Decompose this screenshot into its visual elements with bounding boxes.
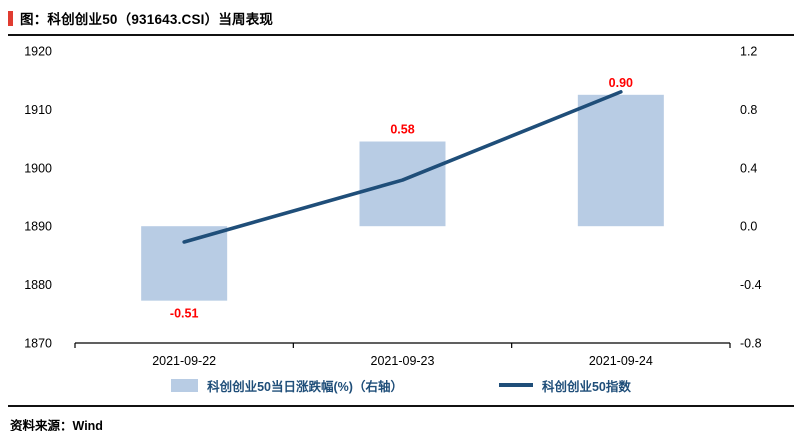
right-axis-tick-label: -0.4 xyxy=(740,278,762,292)
bar-value-label: -0.51 xyxy=(170,307,199,321)
left-axis-tick-label: 1880 xyxy=(24,278,52,292)
left-axis-tick-label: 1870 xyxy=(24,337,52,351)
left-axis-tick-label: 1910 xyxy=(24,103,52,117)
x-axis-label: 2021-09-23 xyxy=(371,354,435,368)
x-axis-label: 2021-09-24 xyxy=(589,354,653,368)
legend-swatch-bar-series xyxy=(171,378,199,392)
bar-2021-09-24 xyxy=(577,94,664,227)
right-axis-tick-label: -0.8 xyxy=(740,337,762,351)
x-axis-label: 2021-09-22 xyxy=(152,354,216,368)
footer: 资料来源：Wind xyxy=(8,405,794,431)
right-axis-tick-label: 0.8 xyxy=(740,103,757,117)
left-axis-tick-label: 1900 xyxy=(24,161,52,175)
legend-label-bar-series: 科创创业50当日涨跌幅(%)（右轴） xyxy=(207,379,403,394)
index-line xyxy=(182,90,623,244)
chart-header: 图：科创创业50（931643.CSI）当周表现 xyxy=(8,0,794,36)
right-axis-tick-label: 0.0 xyxy=(740,220,757,234)
bar-value-label: 0.90 xyxy=(609,76,633,90)
legend-swatch-line-series xyxy=(498,383,533,387)
source-note: 资料来源：Wind xyxy=(10,419,103,431)
legend-item-bar-series: 科创创业50当日涨跌幅(%)（右轴） xyxy=(171,376,403,395)
chart-legend: 科创创业50当日涨跌幅(%)（右轴） 科创创业50指数 xyxy=(0,375,802,395)
bar-2021-09-22 xyxy=(141,226,228,301)
left-axis-tick-label: 1890 xyxy=(24,220,52,234)
title-accent-bar xyxy=(8,10,13,26)
legend-label-line-series: 科创创业50指数 xyxy=(541,379,631,394)
bar-value-label: 0.58 xyxy=(390,123,414,137)
legend-item-line-series: 科创创业50指数 xyxy=(498,376,631,395)
right-axis-tick-label: 0.4 xyxy=(740,161,757,175)
chart-title: 图：科创创业50（931643.CSI）当周表现 xyxy=(20,12,274,27)
right-axis-tick-label: 1.2 xyxy=(740,45,757,59)
bar-2021-09-23 xyxy=(359,141,446,227)
combo-chart: -0.51 0.58 0.90 1920 1910 1900 1890 1880 1870 1.2… xyxy=(24,45,762,369)
left-axis-tick-label: 1920 xyxy=(24,45,52,59)
